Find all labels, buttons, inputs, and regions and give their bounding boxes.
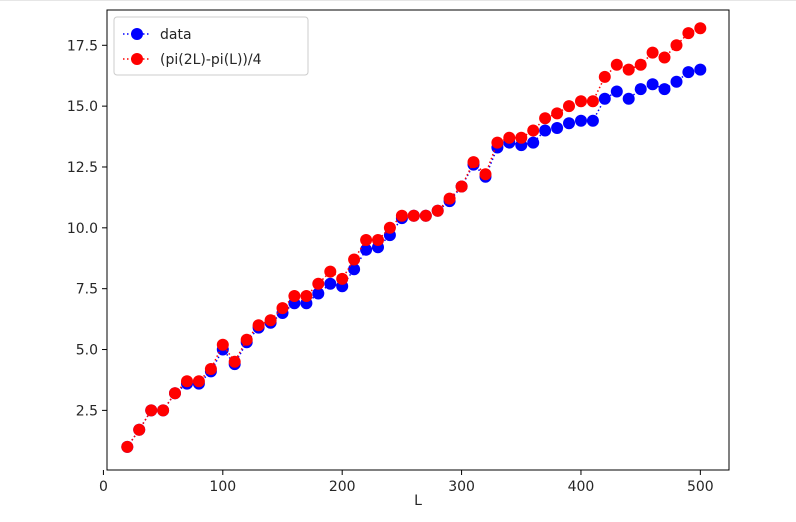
data-point-formula [395,209,408,222]
x-tick-label: 0 [99,479,108,495]
data-point-data [575,114,587,127]
y-tick-label: 17.5 [67,38,98,54]
data-point-data [646,78,659,91]
data-point-data [598,92,611,105]
data-point-formula [419,209,432,222]
data-point-formula [443,192,456,205]
data-point-formula [682,27,695,40]
data-point-formula [586,95,599,108]
data-point-data [694,63,707,76]
data-point-formula [288,290,301,302]
data-point-data [563,117,575,130]
data-point-formula [348,253,361,266]
data-point-data [539,124,552,137]
legend-label-data: data [160,27,192,43]
data-point-formula [324,265,337,278]
data-point-data [586,114,599,127]
legend: data (pi(2L)-pi(L))/4 [113,16,309,76]
legend-entry-data: data [123,27,192,43]
data-point-data [527,136,540,149]
data-point-data [324,277,337,290]
y-tick-label: 7.5 [76,282,98,298]
data-point-formula [240,333,253,346]
data-point-formula [360,234,373,246]
data-point-formula [276,302,289,315]
y-tick-label: 15.0 [67,99,98,115]
legend-entry-formula: (pi(2L)-pi(L))/4 [123,52,262,68]
data-point-formula [264,314,277,327]
legend-label-formula: (pi(2L)-pi(L))/4 [160,52,262,68]
data-point-formula [670,39,683,52]
data-point-formula [694,22,707,35]
data-point-formula [407,209,420,222]
y-tick-label: 5.0 [76,343,98,359]
y-tick-label: 12.5 [67,160,98,176]
x-tick-label: 400 [568,479,595,495]
data-point-formula [503,131,516,144]
data-point-formula [431,204,444,217]
series-layer [121,22,707,453]
legend-marker-formula [131,53,143,65]
data-point-data [312,287,325,300]
data-point-data [622,92,635,105]
x-axis-title: L [414,493,422,509]
legend-marker-data [131,28,143,40]
data-point-formula [383,221,396,234]
data-point-data [360,243,373,256]
data-point-formula [467,156,480,169]
data-point-data [670,75,683,88]
data-point-formula [515,131,528,144]
data-point-formula [479,168,492,181]
data-point-formula [598,70,611,83]
data-point-data [610,85,623,98]
data-point-formula [622,63,635,76]
data-point-formula [312,277,325,290]
data-point-formula [539,112,552,125]
data-point-formula [575,95,587,108]
data-point-formula [610,58,623,71]
plot-frame [106,9,730,471]
x-tick-label: 100 [209,479,236,495]
x-tick-label: 500 [687,479,714,495]
data-point-formula [634,58,647,71]
series-line-data [126,68,701,448]
data-point-formula [181,375,193,388]
data-point-formula [121,440,134,453]
data-point-formula [646,46,659,59]
data-point-formula [228,355,241,368]
data-point-formula [252,319,265,332]
data-point-formula [157,404,170,417]
x-tick-label: 300 [448,479,475,495]
data-point-data [658,83,671,96]
y-tick-label: 2.5 [76,403,98,419]
x-tick-label: 200 [329,479,356,495]
data-point-formula [455,180,468,193]
y-tick-label: 10.0 [67,221,98,237]
data-point-formula [372,234,384,246]
data-point-formula [204,363,217,375]
x-axis: 0 100 200 300 400 500 [99,470,714,495]
data-point-formula [551,107,564,120]
data-point-formula [527,124,540,137]
legend-box [113,16,309,76]
y-axis: 2.5 5.0 7.5 10.0 12.5 15.0 17.5 [67,38,107,419]
data-point-formula [145,404,158,417]
top-rule [0,0,796,1]
data-point-formula [169,387,181,400]
data-point-data [348,263,361,276]
data-point-formula [491,136,504,149]
data-point-formula [216,338,229,351]
data-point-formula [300,290,313,302]
data-point-data [551,122,564,134]
data-point-formula [192,375,205,388]
data-point-data [634,83,647,96]
data-point-formula [563,100,575,113]
data-point-data [682,66,695,79]
data-point-formula [336,272,349,285]
data-point-formula [658,51,671,64]
data-point-formula [133,423,146,436]
